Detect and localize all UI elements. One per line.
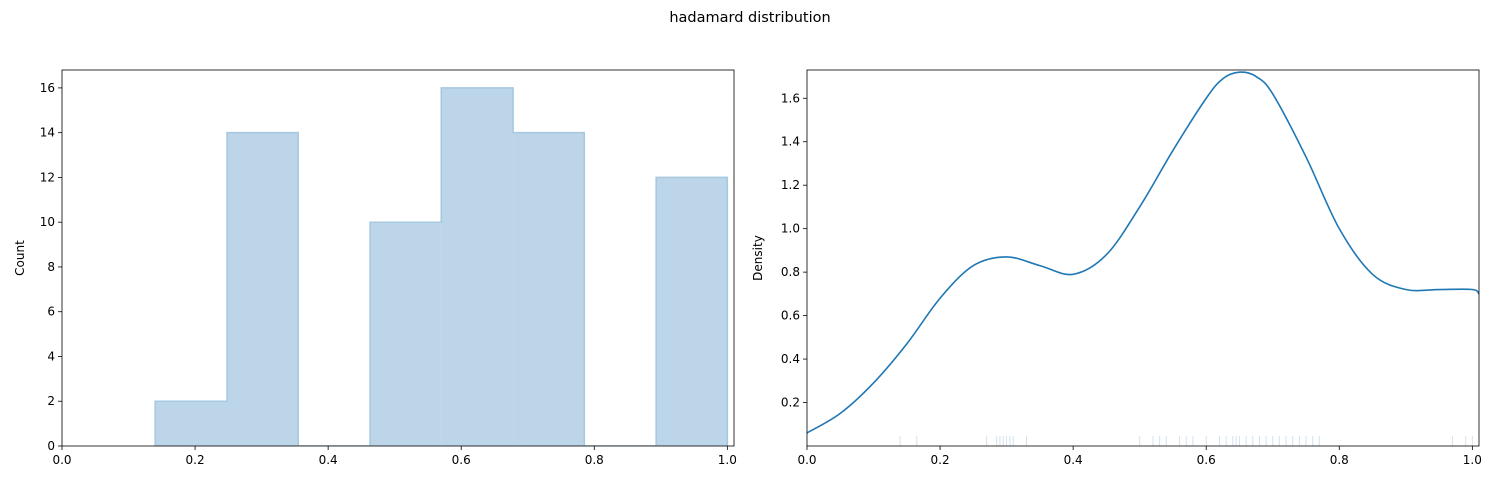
kde-y-tick-label: 0.2 [781,396,800,410]
hist-y-tick-label: 2 [47,394,55,408]
hist-plot-frame [61,69,735,447]
kde-y-tick-label: 1.6 [781,91,800,105]
hist-y-tick-label: 10 [40,215,55,229]
hist-x-tick-label: 0.6 [452,453,471,467]
kde-y-tick-label: 1.4 [781,135,800,149]
kde-y-tick-label: 1.0 [781,222,800,236]
density-panel: 0.0 0.2 0.4 0.6 0.8 1.0 0.2 0.4 0.6 0.8 1.0 1.2 1.4 1… [751,69,1482,467]
hist-y-tick-label: 6 [47,305,55,319]
kde-y-tick-label: 0.4 [781,352,800,366]
histogram-bar [227,132,299,446]
histogram-bar [441,87,514,446]
hist-y-axis-label: Count [13,240,27,276]
histogram-bar [656,177,728,446]
hist-y-tick-label: 4 [47,349,55,363]
hist-x-tick-label: 0.2 [186,453,205,467]
histogram-bar [155,401,228,446]
kde-y-tick-label: 0.8 [781,265,800,279]
hist-x-tick-label: 0.0 [52,453,71,467]
kde-x-tick-label: 0.0 [797,453,816,467]
hist-y-tick-label: 0 [47,439,55,453]
density-plot-area [807,71,1479,446]
kde-y-axis-label: Density [751,235,765,281]
hist-x-tick-label: 0.8 [585,453,604,467]
hist-x-tick-label: 0.4 [319,453,338,467]
kde-x-tick-label: 0.8 [1330,453,1349,467]
histogram-bar [513,132,585,446]
histogram-panel: 0.0 0.2 0.4 0.6 0.8 1.0 0 2 4 6 8 10 12 14 16 Count [13,69,737,467]
histogram-bars [154,87,729,446]
histogram-bar [370,222,442,446]
kde-plot-frame [806,69,1480,447]
kde-y-tick-label: 0.6 [781,309,800,323]
hist-y-tick-label: 14 [40,126,55,140]
hist-y-tick-label: 8 [47,260,55,274]
kde-x-tick-label: 0.2 [931,453,950,467]
hist-x-tick-label: 1.0 [718,453,737,467]
hist-y-tick-label: 12 [40,170,55,184]
kde-x-tick-label: 0.4 [1064,453,1083,467]
hist-y-tick-label: 16 [40,81,55,95]
histogram-outline [154,87,729,446]
kde-x-tick-label: 0.6 [1197,453,1216,467]
density-curve [807,71,1479,434]
kde-y-tick-label: 1.2 [781,178,800,192]
kde-x-tick-label: 1.0 [1463,453,1482,467]
figure-title: hadamard distribution [669,10,830,26]
